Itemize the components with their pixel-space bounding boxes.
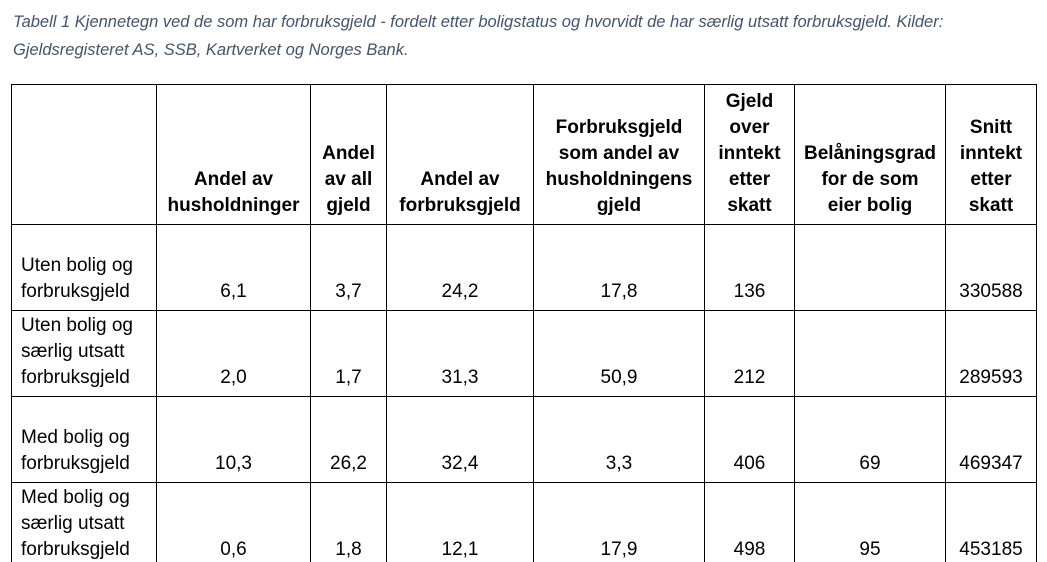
header-cell-andel-all-gjeld: Andel av all gjeld [310, 84, 387, 225]
header-cell-andel-husholdninger: Andel av husholdninger [156, 84, 311, 225]
table-row-uten-bolig-saerlig-utsatt: Uten bolig og særlig utsatt forbruksgjel… [11, 310, 1037, 397]
table-row-med-bolig-saerlig-utsatt: Med bolig og særlig utsatt forbruksgjeld… [11, 482, 1037, 562]
row-label-cell: Uten bolig og forbruksgjeld [11, 224, 157, 311]
caption-line-1: Tabell 1 Kjennetegn ved de som har forbr… [13, 13, 944, 31]
value-cell: 24,2 [386, 224, 534, 311]
value-cell: 469347 [945, 396, 1037, 483]
header-cell-forbruksgjeld-andel: Forbruksgjeld som andel av husholdningen… [533, 84, 705, 225]
characteristics-table: Andel av husholdninger Andel av all gjel… [11, 84, 1037, 562]
value-cell: 26,2 [310, 396, 387, 483]
header-cell-snitt-inntekt: Snitt inntekt etter skatt [945, 84, 1037, 225]
value-cell: 17,9 [533, 482, 705, 562]
row-label-cell: Med bolig og forbruksgjeld [11, 396, 157, 483]
value-cell: 289593 [945, 310, 1037, 397]
table-row-uten-bolig-forbruksgjeld: Uten bolig og forbruksgjeld 6,1 3,7 24,2… [11, 224, 1037, 311]
value-cell: 31,3 [386, 310, 534, 397]
value-cell: 212 [704, 310, 795, 397]
value-cell-empty [794, 224, 946, 311]
value-cell: 10,3 [156, 396, 311, 483]
row-label-cell: Uten bolig og særlig utsatt forbruksgjel… [11, 310, 157, 397]
value-cell: 1,7 [310, 310, 387, 397]
header-cell-belaningsgrad: Belåningsgrad for de som eier bolig [794, 84, 946, 225]
table-caption: Tabell 1 Kjennetegn ved de som har forbr… [13, 8, 1034, 64]
value-cell: 453185 [945, 482, 1037, 562]
value-cell: 3,3 [533, 396, 705, 483]
value-cell: 32,4 [386, 396, 534, 483]
value-cell: 1,8 [310, 482, 387, 562]
value-cell: 330588 [945, 224, 1037, 311]
value-cell: 69 [794, 396, 946, 483]
value-cell: 3,7 [310, 224, 387, 311]
row-label-cell: Med bolig og særlig utsatt forbruksgjeld [11, 482, 157, 562]
header-cell-gjeld-over-inntekt: Gjeld over inntekt etter skatt [704, 84, 795, 225]
value-cell: 2,0 [156, 310, 311, 397]
value-cell: 498 [704, 482, 795, 562]
caption-line-2: Gjeldsregisteret AS, SSB, Kartverket og … [13, 41, 409, 59]
value-cell: 6,1 [156, 224, 311, 311]
value-cell: 95 [794, 482, 946, 562]
value-cell: 17,8 [533, 224, 705, 311]
header-row: Andel av husholdninger Andel av all gjel… [11, 84, 1037, 225]
value-cell-empty [794, 310, 946, 397]
value-cell: 0,6 [156, 482, 311, 562]
table-row-med-bolig-forbruksgjeld: Med bolig og forbruksgjeld 10,3 26,2 32,… [11, 396, 1037, 483]
value-cell: 12,1 [386, 482, 534, 562]
value-cell: 50,9 [533, 310, 705, 397]
header-cell-rowlabels [11, 84, 157, 225]
value-cell: 406 [704, 396, 795, 483]
value-cell: 136 [704, 224, 795, 311]
header-cell-andel-forbruksgjeld: Andel av forbruksgjeld [386, 84, 534, 225]
